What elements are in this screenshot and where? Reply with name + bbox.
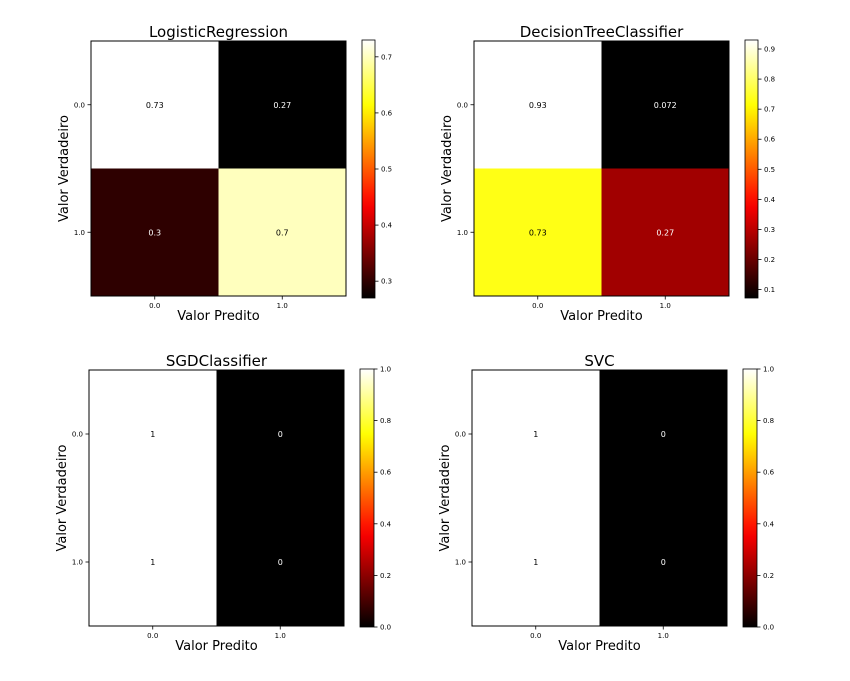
colorbar-tick-label: 0.9 xyxy=(764,46,775,54)
cell-value-label: 0.27 xyxy=(656,228,674,237)
heatmap-cell xyxy=(601,168,730,297)
x-tick-label: 0.0 xyxy=(530,632,541,640)
chart-title: LogisticRegression xyxy=(149,23,288,41)
colorbar-tick-label: 0.8 xyxy=(763,417,774,425)
colorbar-tick-label: 1.0 xyxy=(380,366,391,374)
x-tick-label: 1.0 xyxy=(658,632,669,640)
colorbar xyxy=(359,368,375,628)
colorbar-tick-label: 0.6 xyxy=(381,109,393,117)
y-tick-label: 1.0 xyxy=(455,559,466,567)
x-tick-label: 0.0 xyxy=(532,302,543,310)
cell-value-label: 0.3 xyxy=(148,228,161,237)
colorbar-tick-label: 0.3 xyxy=(764,226,775,234)
x-axis-label: Valor Predito xyxy=(558,639,641,654)
colorbar-tick-label: 0.3 xyxy=(381,278,392,286)
colorbar-tick-label: 0.1 xyxy=(764,286,775,294)
x-axis-label: Valor Predito xyxy=(175,639,258,654)
chart-title: SVC xyxy=(584,352,614,370)
y-axis-label: Valor Verdadeiro xyxy=(438,444,453,551)
heatmap-cell xyxy=(218,168,347,297)
cell-value-label: 1 xyxy=(150,558,155,567)
colorbar-tick-label: 0.4 xyxy=(763,520,775,528)
x-tick-label: 0.0 xyxy=(149,302,160,310)
colorbar xyxy=(744,39,759,299)
colorbar-tick-label: 0.5 xyxy=(764,166,775,174)
colorbar-tick-label: 0.7 xyxy=(381,53,392,61)
x-tick-label: 0.0 xyxy=(147,632,158,640)
cell-value-label: 0.7 xyxy=(276,228,289,237)
heatmap-cell xyxy=(218,41,347,169)
colorbar-tick-label: 0.5 xyxy=(381,166,392,174)
y-axis-label: Valor Verdadeiro xyxy=(440,115,455,222)
heatmap-cell xyxy=(599,370,728,499)
y-tick-label: 1.0 xyxy=(74,229,85,237)
y-axis-label: Valor Verdadeiro xyxy=(57,115,72,222)
cell-value-label: 0.93 xyxy=(529,101,547,110)
panel-logisticregression: LogisticRegression 0.73 0.27 0.3 0.7 0.0 1.0 0.… xyxy=(57,23,393,324)
colorbar-tick-label: 0.2 xyxy=(764,256,775,264)
panel-decisiontreeclassifier: DecisionTreeClassifier 0.93 0.072 0.73 0.27 0… xyxy=(440,23,776,324)
heatmap-cell xyxy=(472,370,600,499)
axes-frame xyxy=(90,40,347,297)
panel-sgdclassifier: SGDClassifier 1 0 1 0 0.0 1.0 0.0 1.0 Valor Predi… xyxy=(55,352,392,654)
cell-value-label: 1 xyxy=(533,430,538,439)
colorbar-tick-label: 0.4 xyxy=(380,520,392,528)
y-tick-label: 0.0 xyxy=(72,431,83,439)
chart-title: DecisionTreeClassifier xyxy=(520,23,684,41)
colorbar-tick-label: 0.6 xyxy=(764,136,776,144)
y-axis-label: Valor Verdadeiro xyxy=(55,444,70,551)
cell-value-label: 1 xyxy=(150,430,155,439)
x-tick-label: 1.0 xyxy=(275,632,286,640)
colorbar-tick-label: 0.0 xyxy=(763,624,774,632)
heatmap-cell xyxy=(216,370,345,499)
cell-value-label: 0.73 xyxy=(146,101,164,110)
x-axis-label: Valor Predito xyxy=(560,309,643,324)
panel-svc: SVC 1 0 1 0 0.0 1.0 0.0 1.0 Valor Predito Valor Ve… xyxy=(438,352,775,654)
y-tick-label: 0.0 xyxy=(457,101,468,109)
chart-title: SGDClassifier xyxy=(166,352,268,370)
cell-value-label: 0 xyxy=(661,430,666,439)
heatmap-cell xyxy=(91,41,219,169)
colorbar-tick-label: 0.8 xyxy=(764,76,775,84)
cell-value-label: 0 xyxy=(661,558,666,567)
colorbar-tick-label: 0.6 xyxy=(380,469,392,477)
heatmap-cell xyxy=(474,41,602,169)
heatmap-cell xyxy=(599,498,728,627)
axes-frame xyxy=(471,369,728,627)
cell-value-label: 0 xyxy=(278,430,283,439)
x-tick-label: 1.0 xyxy=(277,302,288,310)
cell-value-label: 0 xyxy=(278,558,283,567)
colorbar-tick-label: 0.2 xyxy=(380,572,391,580)
cell-value-label: 1 xyxy=(533,558,538,567)
colorbar-tick-label: 0.6 xyxy=(763,469,775,477)
axes-frame xyxy=(88,369,345,627)
heatmap-cell xyxy=(474,168,602,297)
colorbar xyxy=(742,368,758,628)
colorbar-tick-label: 0.8 xyxy=(380,417,391,425)
heatmap-cell xyxy=(472,498,600,627)
y-tick-label: 0.0 xyxy=(74,101,85,109)
colorbar xyxy=(361,39,376,299)
colorbar-tick-label: 0.4 xyxy=(381,222,393,230)
colorbar-tick-label: 1.0 xyxy=(763,366,774,374)
heatmap-cell xyxy=(89,498,217,627)
heatmap-cell xyxy=(601,41,730,169)
heatmap-cell xyxy=(91,168,219,297)
colorbar-tick-label: 0.0 xyxy=(380,624,391,632)
y-tick-label: 0.0 xyxy=(455,431,466,439)
x-axis-label: Valor Predito xyxy=(177,309,260,324)
heatmap-cell xyxy=(89,370,217,499)
y-tick-label: 1.0 xyxy=(72,559,83,567)
colorbar-tick-label: 0.7 xyxy=(764,106,775,114)
y-tick-label: 1.0 xyxy=(457,229,468,237)
colorbar-tick-label: 0.2 xyxy=(763,572,774,580)
cell-value-label: 0.27 xyxy=(273,101,291,110)
colorbar-tick-label: 0.4 xyxy=(764,196,776,204)
axes-frame xyxy=(473,40,730,297)
heatmap-cell xyxy=(216,498,345,627)
cell-value-label: 0.73 xyxy=(529,228,547,237)
x-tick-label: 1.0 xyxy=(660,302,671,310)
cell-value-label: 0.072 xyxy=(654,101,677,110)
